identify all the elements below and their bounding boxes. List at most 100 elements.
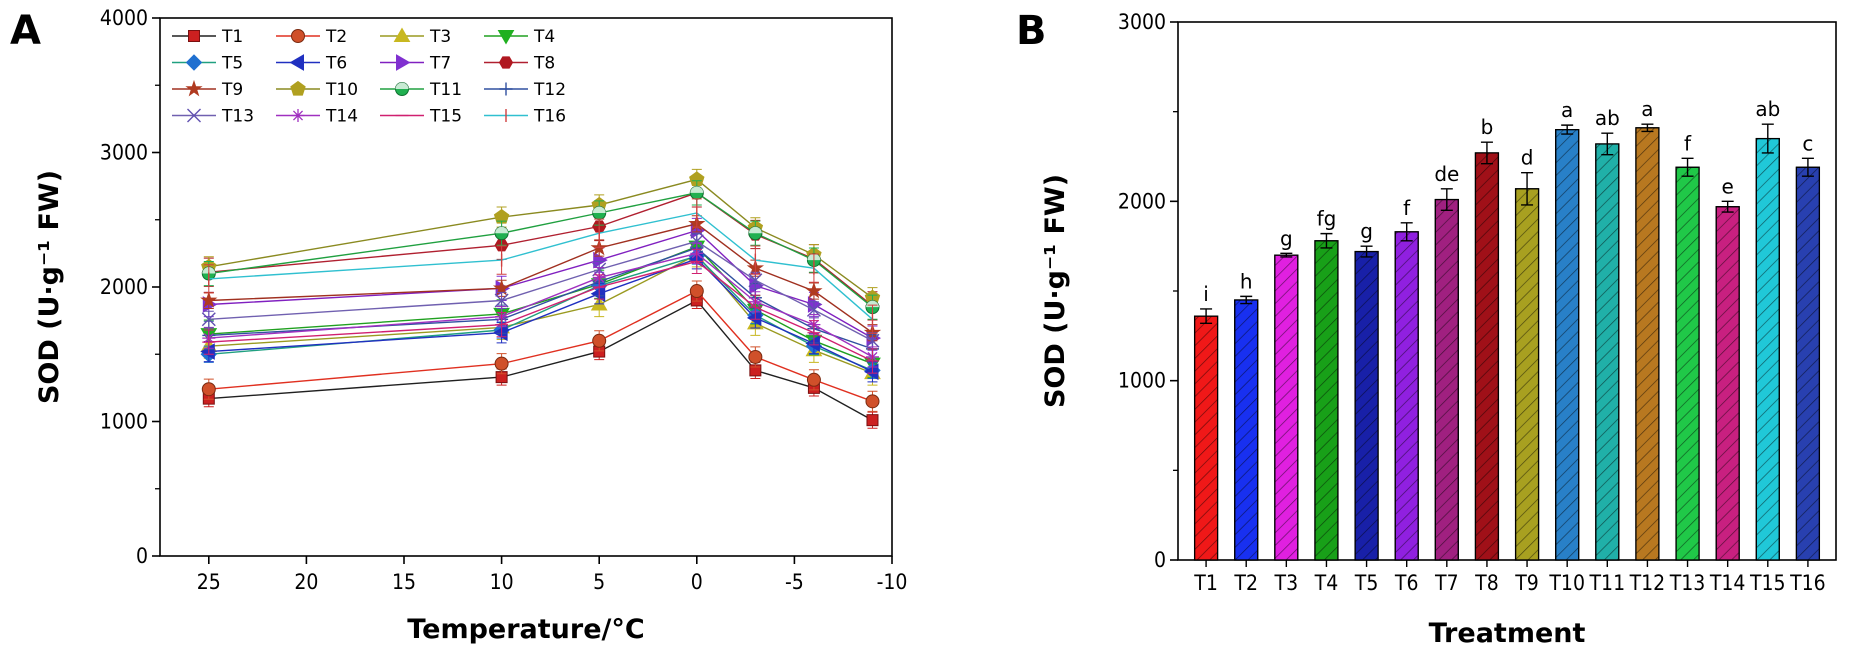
x-tick-label-b: T13 <box>1669 571 1706 595</box>
y-tick-label-a: 2000 <box>100 275 148 299</box>
bar-chart-panel-b: 0100020003000iT1hT2gT3fgT4gT5fT6deT7bT8d… <box>1040 10 1837 649</box>
error-bar <box>1761 123 1774 154</box>
legend-label: T9 <box>221 80 243 100</box>
legend-item-t8: T8 <box>484 54 555 74</box>
error-bar <box>1240 295 1253 305</box>
legend-item-t7: T7 <box>380 54 451 74</box>
x-tick-label-b: T10 <box>1548 571 1585 595</box>
data-point <box>863 363 879 381</box>
significance-letter: h <box>1240 269 1253 293</box>
x-axis-title-b: Treatment <box>1429 618 1586 649</box>
bar-hatch <box>1555 129 1580 561</box>
series-t12 <box>202 233 879 364</box>
legend-item-t13: T13 <box>172 107 254 127</box>
significance-letter: fg <box>1317 207 1337 231</box>
bar-t4: fg <box>1314 207 1339 561</box>
bar-hatch <box>1354 250 1379 561</box>
legend-item-t11: T11 <box>380 80 462 100</box>
error-bar <box>1440 188 1453 211</box>
error-bar <box>1400 222 1413 242</box>
bar-hatch <box>1193 315 1219 561</box>
bar-hatch <box>1715 206 1740 561</box>
legend-marker <box>188 30 200 42</box>
significance-letter: c <box>1802 131 1813 155</box>
x-tick-label-b: T1 <box>1193 571 1218 595</box>
data-point <box>592 333 607 348</box>
legend-label: T15 <box>429 107 462 127</box>
legend-label: T1 <box>221 27 243 47</box>
data-point-highlight <box>495 226 509 234</box>
legend-label: T4 <box>533 27 555 47</box>
y-tick-label-b: 0 <box>1154 548 1166 572</box>
data-point <box>689 284 704 299</box>
data-point <box>805 281 823 299</box>
legend-marker <box>396 54 411 71</box>
legend-label: T14 <box>325 107 358 127</box>
y-tick-label-a: 0 <box>136 544 148 568</box>
legend-item-t9: T9 <box>172 79 243 100</box>
error-bar <box>1280 252 1293 258</box>
y-tick-label-a: 3000 <box>100 141 148 165</box>
data-point <box>201 382 216 397</box>
legend-label: T16 <box>533 107 566 127</box>
x-axis-title-a: Temperature/°C <box>407 614 644 645</box>
series-t10 <box>201 168 881 309</box>
bar-t7: de <box>1434 162 1459 561</box>
x-tick-label-b: T6 <box>1394 571 1419 595</box>
x-tick-label-b: T16 <box>1789 571 1826 595</box>
series-line-t7 <box>208 229 873 339</box>
legend-label: T3 <box>429 27 451 47</box>
bar-hatch <box>1434 198 1459 561</box>
legend-item-t2: T2 <box>276 27 347 47</box>
bar-t14: e <box>1715 174 1740 561</box>
legend-label: T11 <box>429 80 462 100</box>
x-tick-label-a: 15 <box>392 570 416 594</box>
data-point-highlight <box>690 186 704 193</box>
significance-letter: i <box>1203 282 1209 306</box>
y-tick-label-b: 3000 <box>1118 10 1166 34</box>
legend-item-t15: T15 <box>380 107 462 127</box>
error-bar <box>1320 232 1333 249</box>
error-bar <box>1200 308 1213 324</box>
bar-t11: ab <box>1595 106 1620 561</box>
legend-item-t5: T5 <box>172 54 243 74</box>
y-tick-label-b: 2000 <box>1118 189 1166 213</box>
x-tick-label-b: T5 <box>1354 571 1379 595</box>
x-tick-label-b: T11 <box>1589 571 1626 595</box>
plot-frame-a <box>159 17 893 557</box>
bar-t12: a <box>1635 97 1660 561</box>
bar-t15: ab <box>1755 97 1780 561</box>
y-axis-title-b: SOD (U·g⁻¹ FW) <box>1040 174 1071 408</box>
legend-marker <box>290 80 306 96</box>
significance-letter: a <box>1641 97 1653 121</box>
data-point <box>689 234 704 249</box>
legend-item-t3: T3 <box>380 27 451 47</box>
line-chart-panel-a: 0 1000 2000 3000 4000 25 20 15 10 5 0 -5 -10 Temperat… <box>34 6 907 645</box>
significance-letter: g <box>1360 219 1373 243</box>
error-bar <box>1561 124 1574 135</box>
legend-marker-highlight <box>395 82 409 89</box>
y-tick-label-a: 1000 <box>100 410 148 434</box>
data-point <box>590 285 606 303</box>
error-bar <box>1721 200 1734 213</box>
bar-t8: b <box>1474 115 1500 561</box>
legend-item-t16: T16 <box>484 107 566 127</box>
bar-hatch <box>1314 240 1339 561</box>
legend-item-t1: T1 <box>172 27 243 47</box>
series-t2 <box>201 280 880 412</box>
legend-label: T7 <box>429 54 451 74</box>
data-point <box>748 273 763 288</box>
data-point <box>748 349 763 364</box>
bar-hatch <box>1474 152 1500 561</box>
legend-label: T13 <box>221 107 254 127</box>
bar-hatch <box>1595 143 1620 561</box>
series-t4 <box>200 232 881 379</box>
y-axis-title-a: SOD (U·g⁻¹ FW) <box>34 170 65 404</box>
data-point <box>494 293 509 308</box>
legend-marker <box>187 108 201 123</box>
legend-label: T12 <box>533 80 566 100</box>
error-bar <box>1801 157 1814 177</box>
error-bar <box>1360 245 1373 258</box>
x-tick-label-b: T4 <box>1314 571 1339 595</box>
significance-letter: ab <box>1595 106 1620 130</box>
